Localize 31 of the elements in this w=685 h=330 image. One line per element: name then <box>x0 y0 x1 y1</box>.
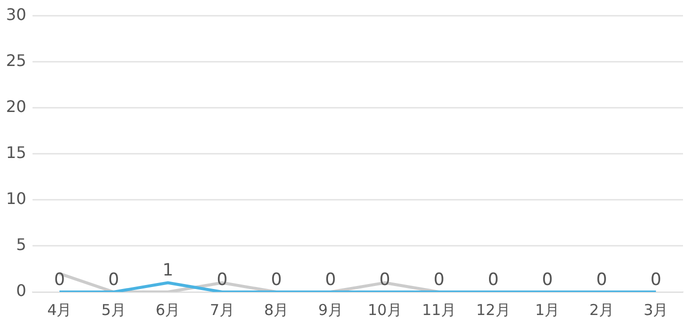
x-tick-label: 10月 <box>368 300 402 319</box>
y-tick-label: 10 <box>6 189 26 208</box>
x-tick-label: 3月 <box>644 300 668 319</box>
x-tick-label: 12月 <box>476 300 510 319</box>
data-label: 0 <box>325 270 336 290</box>
data-label: 0 <box>379 270 390 290</box>
x-tick-label: 1月 <box>535 300 560 319</box>
data-label: 1 <box>162 260 174 281</box>
y-tick-label: 5 <box>16 235 26 254</box>
data-label: 0 <box>542 270 553 290</box>
y-tick-label: 15 <box>6 142 26 162</box>
y-tick-label: 25 <box>6 50 26 70</box>
data-label: 0 <box>488 270 499 290</box>
x-tick-label: 7月 <box>210 300 234 319</box>
x-tick-label: 6月 <box>156 300 180 319</box>
x-tick-label: 11月 <box>422 300 456 319</box>
x-tick-label: 8月 <box>264 300 289 319</box>
x-tick-label: 5月 <box>101 300 126 319</box>
x-tick-label: 9月 <box>318 300 343 319</box>
y-tick-label: 30 <box>6 4 26 24</box>
x-tick-label: 2月 <box>589 300 614 319</box>
y-tick-label: 0 <box>16 281 26 300</box>
data-label: 0 <box>54 270 65 290</box>
data-label: 0 <box>216 270 228 290</box>
data-label: 0 <box>108 270 120 290</box>
data-label: 0 <box>650 270 662 290</box>
data-label: 0 <box>270 270 282 290</box>
data-label: 0 <box>596 270 608 290</box>
x-tick-label: 4月 <box>47 300 72 319</box>
y-tick-label: 20 <box>6 96 26 116</box>
data-label: 0 <box>434 270 444 290</box>
